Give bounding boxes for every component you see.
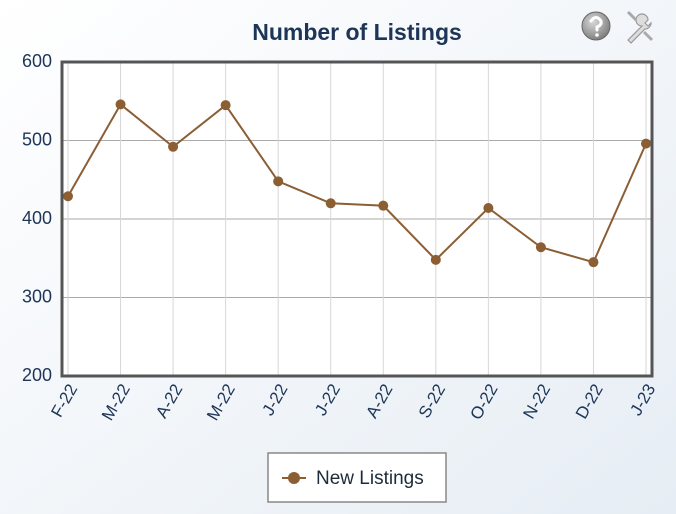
data-point — [325, 198, 336, 209]
y-tick-label: 400 — [22, 208, 52, 228]
data-point — [535, 242, 546, 253]
y-tick-label: 300 — [22, 286, 52, 306]
legend-label: New Listings — [316, 468, 424, 489]
series-line — [67, 102, 647, 264]
help-icon[interactable] — [581, 11, 611, 41]
data-point — [378, 200, 389, 211]
data-point — [483, 203, 494, 214]
chart-title: Number of Listings — [252, 19, 462, 45]
data-point — [220, 100, 231, 111]
data-point — [641, 138, 651, 149]
plot-border — [60, 60, 654, 378]
data-point — [273, 176, 284, 187]
data-point — [63, 191, 73, 202]
legend-marker — [288, 472, 300, 484]
data-point — [588, 257, 599, 268]
legend[interactable]: New Listings — [267, 452, 447, 503]
data-point — [430, 254, 441, 265]
y-tick-label: 500 — [22, 129, 52, 149]
y-tick-label: 200 — [22, 365, 52, 385]
data-point — [115, 99, 126, 110]
y-tick-label: 600 — [22, 51, 52, 71]
data-point — [168, 141, 179, 152]
settings-icon[interactable] — [626, 10, 654, 44]
